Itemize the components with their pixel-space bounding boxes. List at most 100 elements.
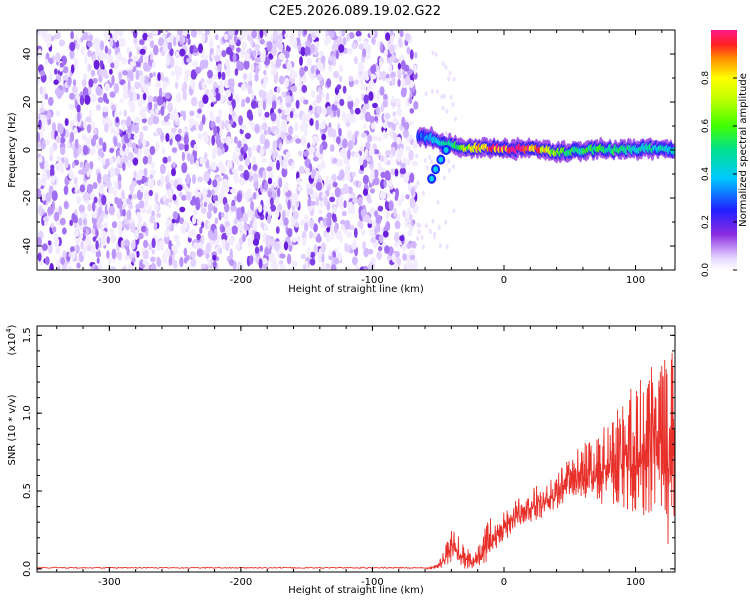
noise-cell bbox=[55, 258, 60, 268]
noise-cell bbox=[347, 98, 354, 110]
noise-cell bbox=[60, 257, 65, 265]
noise-cell bbox=[451, 102, 455, 107]
noise-cell bbox=[409, 172, 415, 183]
noise-cell bbox=[190, 251, 196, 259]
noise-cell bbox=[343, 200, 347, 209]
noise-cell bbox=[395, 98, 401, 107]
noise-cell bbox=[412, 140, 418, 150]
noise-cell bbox=[196, 248, 204, 257]
noise-cell bbox=[248, 227, 253, 236]
noise-cell bbox=[131, 239, 136, 250]
noise-cell bbox=[215, 34, 219, 41]
noise-cell bbox=[422, 190, 425, 196]
noise-cell bbox=[259, 133, 266, 145]
noise-cell bbox=[211, 134, 216, 146]
noise-cell bbox=[276, 99, 281, 105]
noise-cell bbox=[336, 36, 343, 46]
noise-cell bbox=[383, 179, 387, 188]
noise-cell bbox=[71, 85, 78, 94]
noise-cell bbox=[300, 135, 307, 146]
noise-cell bbox=[172, 161, 176, 168]
noise-cell bbox=[122, 161, 126, 172]
noise-cell bbox=[213, 125, 218, 137]
noise-cell bbox=[214, 217, 219, 225]
noise-cell bbox=[314, 30, 320, 36]
noise-cell bbox=[101, 230, 107, 239]
noise-cell bbox=[247, 237, 251, 248]
noise-cell bbox=[179, 48, 186, 57]
noise-cell bbox=[293, 112, 299, 119]
noise-cell bbox=[389, 44, 395, 55]
noise-cell bbox=[447, 168, 451, 174]
noise-cell bbox=[88, 109, 93, 117]
noise-cell bbox=[118, 228, 123, 238]
noise-cell bbox=[237, 164, 244, 172]
noise-cell bbox=[199, 202, 204, 208]
noise-cell bbox=[304, 167, 310, 173]
noise-cell bbox=[371, 219, 376, 231]
noise-cell bbox=[92, 78, 98, 84]
noise-cell bbox=[311, 169, 316, 176]
noise-cell bbox=[409, 254, 416, 261]
noise-cell bbox=[141, 206, 147, 214]
noise-cell bbox=[190, 69, 197, 80]
noise-cell bbox=[310, 90, 316, 98]
noise-cell bbox=[397, 78, 401, 87]
noise-cell bbox=[417, 223, 421, 229]
noise-cell bbox=[395, 187, 399, 199]
noise-cell bbox=[196, 219, 202, 226]
noise-cell bbox=[189, 120, 193, 128]
noise-cell bbox=[360, 228, 366, 236]
noise-cell bbox=[140, 113, 147, 119]
noise-cell bbox=[357, 181, 362, 188]
noise-cell bbox=[126, 209, 132, 221]
noise-cell bbox=[215, 87, 219, 94]
noise-cell bbox=[367, 198, 372, 204]
noise-cell bbox=[225, 136, 232, 147]
noise-cell bbox=[58, 123, 64, 135]
x-tick-label: 100 bbox=[626, 275, 645, 286]
noise-cell bbox=[354, 107, 361, 115]
noise-cell bbox=[54, 87, 61, 96]
noise-cell bbox=[44, 93, 49, 100]
noise-cell bbox=[317, 62, 324, 71]
noise-cell bbox=[441, 105, 445, 111]
noise-cell bbox=[452, 164, 455, 170]
noise-cell bbox=[215, 134, 221, 145]
noise-cell bbox=[271, 257, 277, 268]
noise-cell bbox=[332, 157, 338, 164]
noise-cell bbox=[353, 152, 360, 159]
noise-cell bbox=[306, 57, 312, 67]
noise-cell bbox=[337, 92, 342, 101]
noise-cell bbox=[127, 99, 133, 107]
noise-cell bbox=[89, 193, 96, 200]
noise-cell bbox=[186, 254, 190, 261]
noise-cell bbox=[357, 61, 363, 72]
noise-cell bbox=[259, 245, 264, 252]
noise-cell bbox=[192, 60, 198, 68]
noise-cell bbox=[328, 55, 333, 62]
noise-cell bbox=[384, 245, 390, 254]
noise-cell bbox=[424, 91, 428, 97]
noise-cell bbox=[363, 101, 370, 110]
noise-cell bbox=[98, 75, 103, 83]
noise-cell bbox=[449, 94, 453, 100]
noise-cell bbox=[195, 113, 201, 119]
noise-cell bbox=[351, 171, 356, 178]
noise-cell bbox=[77, 111, 81, 123]
noise-cell bbox=[367, 248, 374, 255]
noise-cell bbox=[199, 59, 206, 71]
noise-cell bbox=[370, 188, 375, 194]
noise-cell bbox=[120, 240, 125, 249]
noise-cell bbox=[444, 219, 448, 225]
noise-cell bbox=[217, 194, 223, 204]
noise-cell bbox=[55, 246, 61, 255]
noise-cell bbox=[351, 256, 358, 266]
noise-cell bbox=[316, 163, 323, 172]
noise-cell bbox=[252, 49, 257, 58]
noise-cell bbox=[99, 40, 105, 51]
noise-cell bbox=[342, 138, 348, 149]
noise-cell bbox=[201, 263, 207, 269]
noise-cell bbox=[88, 64, 92, 72]
noise-cell bbox=[447, 76, 451, 82]
